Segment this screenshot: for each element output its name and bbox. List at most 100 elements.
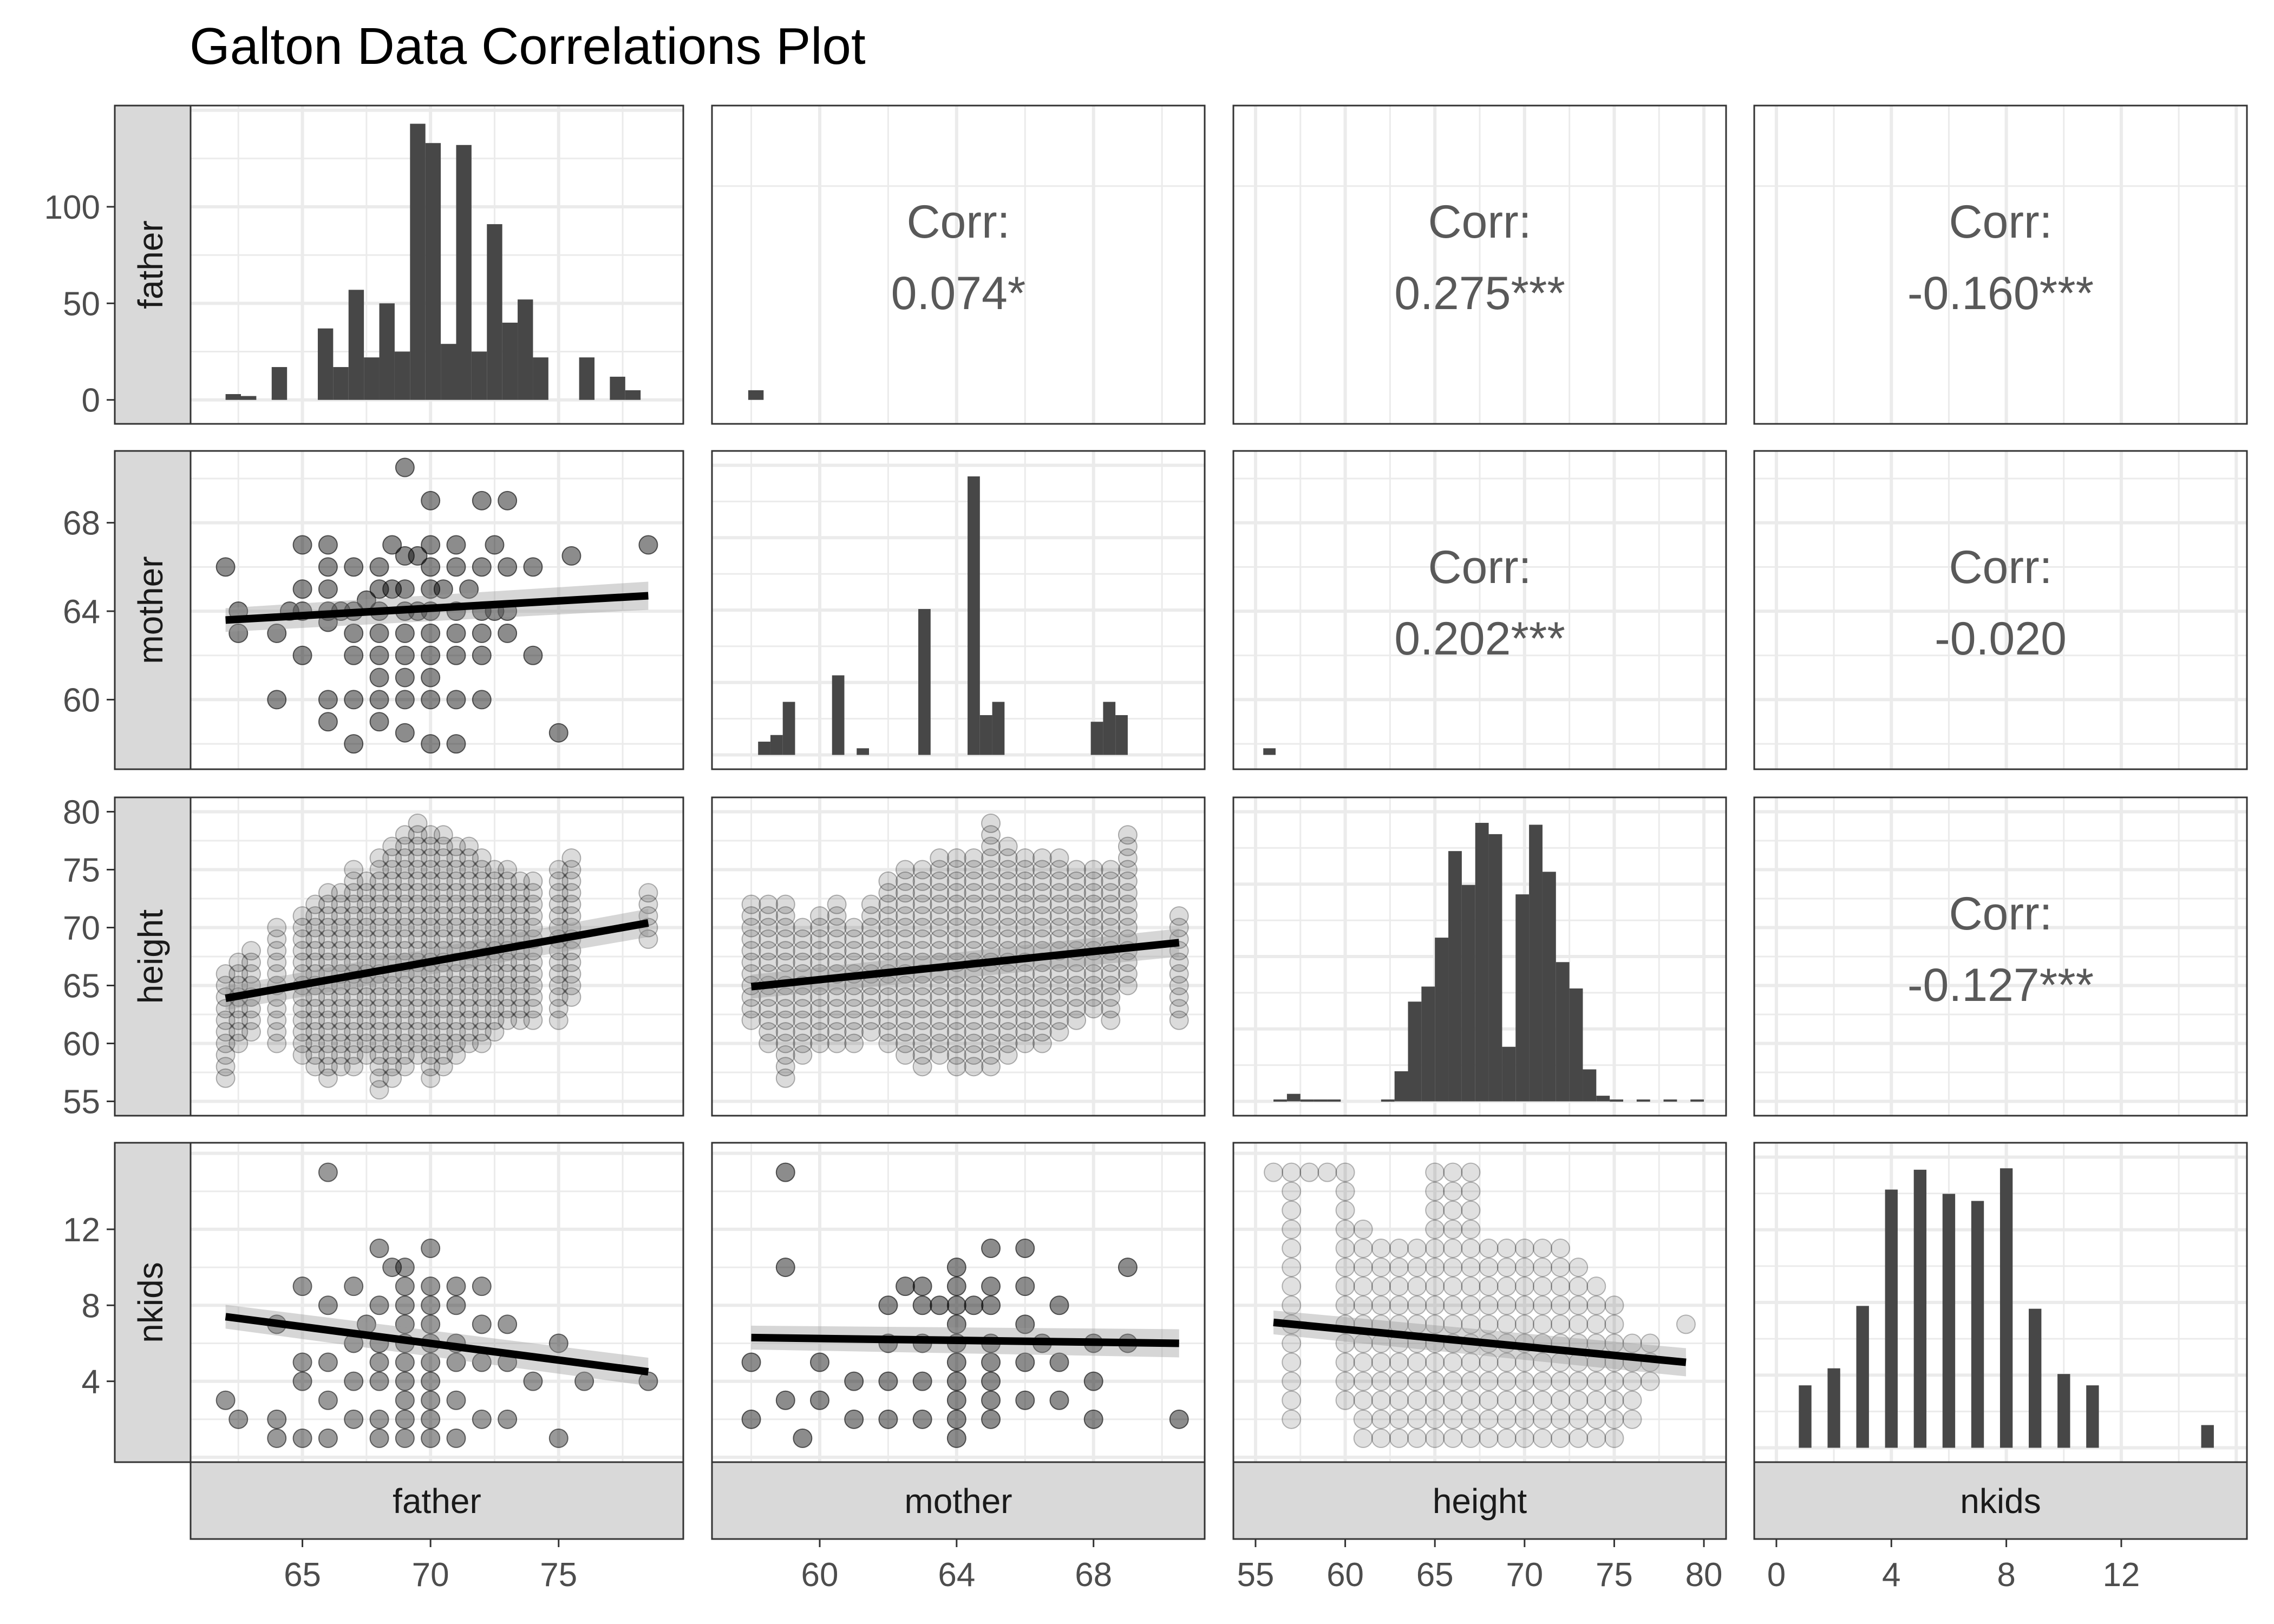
scatter-point <box>421 883 441 903</box>
scatter-point <box>331 883 351 903</box>
scatter-point <box>1532 1371 1552 1391</box>
scatter-point <box>1335 1390 1355 1410</box>
scatter-point <box>523 871 543 891</box>
scatter-point <box>1015 1314 1035 1334</box>
scatter-point <box>1604 1371 1624 1391</box>
scatter-point <box>1015 999 1035 1019</box>
scatter-point <box>638 883 658 903</box>
scatter-point <box>446 836 466 856</box>
scatter-point <box>344 894 364 914</box>
scatter-point <box>433 1045 453 1065</box>
scatter-point <box>1532 1314 1552 1334</box>
scatter-point <box>775 1045 795 1065</box>
scatter-point <box>459 848 479 868</box>
histogram-bar <box>2201 1425 2214 1448</box>
scatter-point <box>981 1033 1001 1053</box>
scatter-point <box>1425 1276 1445 1296</box>
scatter-point <box>356 871 376 891</box>
scatter-point <box>964 1010 984 1030</box>
scatter-point <box>1479 1295 1499 1315</box>
scatter-point <box>408 999 428 1019</box>
scatter-point <box>1335 1276 1355 1296</box>
scatter-point <box>1049 848 1069 868</box>
scatter-point <box>896 1022 916 1042</box>
scatter-point <box>964 871 984 891</box>
histogram-bar <box>441 344 456 400</box>
scatter-point <box>459 883 479 903</box>
scatter-point <box>318 918 338 938</box>
histogram-bar <box>968 476 980 755</box>
scatter-point <box>267 1033 287 1053</box>
scatter-point <box>930 929 950 949</box>
scatter-point <box>981 871 1001 891</box>
scatter-point <box>861 894 881 914</box>
scatter-point <box>344 623 364 643</box>
scatter-point <box>981 1022 1001 1042</box>
histogram-bar <box>1913 1169 1927 1448</box>
scatter-point <box>421 999 441 1019</box>
scatter-point <box>408 883 428 903</box>
scatter-point <box>1407 1238 1427 1258</box>
scatter-point <box>1067 964 1087 984</box>
scatter-point <box>1425 1409 1445 1429</box>
scatter-point <box>485 999 505 1019</box>
scatter-point <box>946 1010 966 1030</box>
scatter-point <box>896 906 916 926</box>
scatter-point <box>305 999 325 1019</box>
scatter-point <box>1371 1390 1391 1410</box>
scatter-point <box>485 987 505 1007</box>
scatter-point <box>981 1010 1001 1030</box>
scatter-point <box>369 690 389 710</box>
histogram-bar <box>1529 824 1543 1102</box>
scatter-point <box>331 918 351 938</box>
scatter-point <box>548 894 568 914</box>
scatter-point <box>510 964 530 984</box>
scatter-point <box>1407 1276 1427 1296</box>
scatter-point <box>827 999 847 1019</box>
scatter-point <box>433 894 453 914</box>
scatter-point <box>1335 1238 1355 1258</box>
scatter-point <box>946 1258 966 1278</box>
scatter-point <box>382 987 402 1007</box>
scatter-point <box>305 894 325 914</box>
scatter-point <box>1015 1010 1035 1030</box>
scatter-point <box>775 1390 795 1410</box>
scatter-point <box>1032 906 1052 926</box>
scatter-point <box>1586 1314 1606 1334</box>
scatter-point <box>331 987 351 1007</box>
histogram-bar <box>1475 823 1489 1102</box>
scatter-point <box>1169 999 1189 1019</box>
scatter-point <box>809 929 829 949</box>
scatter-point <box>1497 1238 1517 1258</box>
scatter-point <box>998 975 1018 996</box>
scatter-point <box>318 1045 338 1065</box>
scatter-point <box>382 1022 402 1042</box>
scatter-point <box>472 929 492 949</box>
scatter-point <box>267 1409 287 1429</box>
scatter-point <box>946 1045 966 1065</box>
scatter-point <box>912 1276 932 1296</box>
scatter-point <box>395 690 415 710</box>
scatter-point <box>741 952 761 972</box>
scatter-point <box>1282 1219 1302 1239</box>
scatter-point <box>896 987 916 1007</box>
scatter-point <box>998 836 1018 856</box>
scatter-point <box>369 999 389 1019</box>
scatter-point <box>878 883 898 903</box>
scatter-point <box>1032 871 1052 891</box>
histogram-bar <box>1448 851 1462 1102</box>
scatter-point <box>759 1033 779 1053</box>
scatter-point <box>793 1010 813 1030</box>
scatter-point <box>421 1371 441 1391</box>
panel-border <box>1753 450 2248 770</box>
y-tick-label: 50 <box>63 285 100 323</box>
scatter-point <box>1532 1390 1552 1410</box>
scatter-point <box>421 825 441 845</box>
scatter-point <box>446 1295 466 1315</box>
scatter-point <box>896 871 916 891</box>
histogram-bar <box>225 394 241 400</box>
scatter-point <box>433 929 453 949</box>
scatter-point <box>896 894 916 914</box>
scatter-point <box>981 825 1001 845</box>
scatter-point <box>981 1045 1001 1065</box>
